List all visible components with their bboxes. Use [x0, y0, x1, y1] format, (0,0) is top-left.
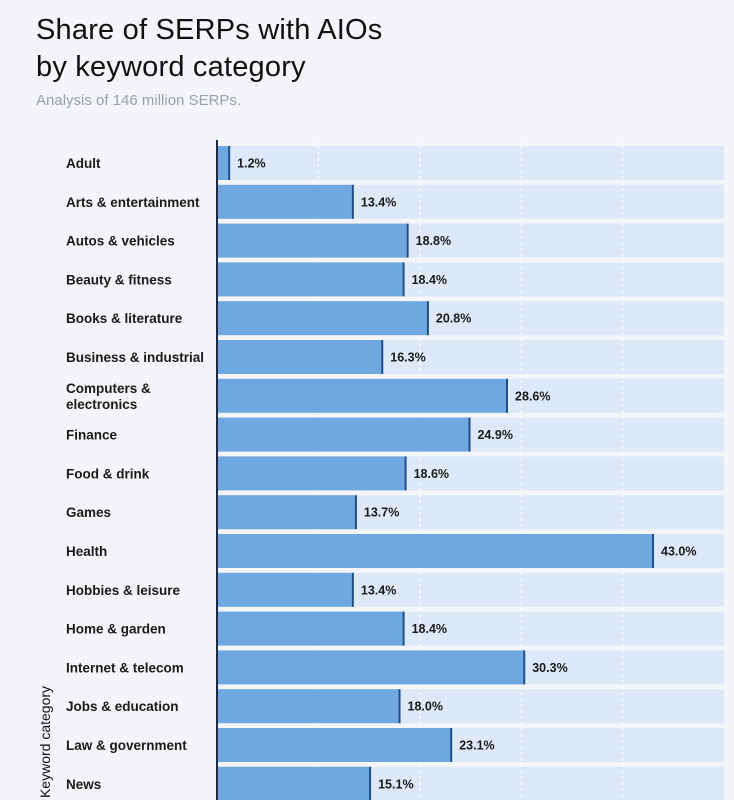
category-label: News [66, 777, 101, 792]
bar [217, 456, 406, 491]
data-label: 18.4% [412, 622, 447, 636]
bar [217, 728, 452, 762]
data-label: 28.6% [515, 389, 550, 403]
category-label: Autos & vehicles [66, 234, 175, 249]
data-label: 18.6% [414, 467, 449, 481]
bar [217, 340, 383, 374]
data-label: 15.1% [378, 777, 413, 791]
bar [217, 650, 525, 685]
data-label: 13.7% [364, 506, 399, 520]
category-label: Internet & telecom [66, 660, 184, 675]
title-line-2: by keyword category [36, 51, 306, 83]
data-label: 1.2% [237, 157, 266, 171]
data-label: 30.3% [532, 661, 567, 675]
category-label: Food & drink [66, 466, 150, 481]
category-label: Hobbies & leisure [66, 583, 181, 598]
bar [217, 223, 408, 258]
category-label: Business & industrial [66, 350, 204, 365]
data-label: 18.0% [408, 700, 443, 714]
category-label: Games [66, 505, 111, 520]
bar [217, 417, 470, 452]
category-label: Beauty & fitness [66, 272, 172, 287]
data-label: 18.8% [416, 234, 451, 248]
bar [217, 378, 508, 413]
chart-title: Share of SERPs with AIOs by keyword cate… [36, 12, 383, 86]
bar [217, 534, 654, 568]
y-axis-title: Keyword category [37, 686, 53, 798]
data-label: 13.4% [361, 195, 396, 209]
data-label: 43.0% [661, 545, 696, 559]
bar [217, 146, 230, 180]
bar-track [217, 146, 724, 180]
category-label: Finance [66, 428, 118, 443]
bar [217, 184, 353, 219]
data-label: 13.4% [361, 583, 396, 597]
category-label: Books & literature [66, 311, 183, 326]
bar [217, 301, 428, 336]
bar [217, 689, 400, 724]
category-label: Home & garden [66, 622, 166, 637]
title-line-1: Share of SERPs with AIOs [36, 14, 383, 46]
category-label: Computers & electronics [66, 381, 151, 412]
data-label: 20.8% [436, 312, 471, 326]
bar [217, 611, 404, 646]
data-label: 24.9% [477, 428, 512, 442]
chart-subtitle: Analysis of 146 million SERPs. [36, 92, 242, 109]
bar [217, 572, 353, 607]
category-label: Adult [66, 156, 101, 171]
data-label: 23.1% [459, 739, 494, 753]
bar [217, 262, 404, 297]
category-label: Health [66, 544, 107, 559]
category-label: Arts & entertainment [66, 195, 200, 210]
category-label: Jobs & education [66, 699, 179, 714]
data-label: 18.4% [412, 273, 447, 287]
data-label: 16.3% [390, 351, 425, 365]
category-label: Law & government [66, 738, 187, 753]
bar [217, 766, 371, 800]
bar [217, 495, 356, 530]
